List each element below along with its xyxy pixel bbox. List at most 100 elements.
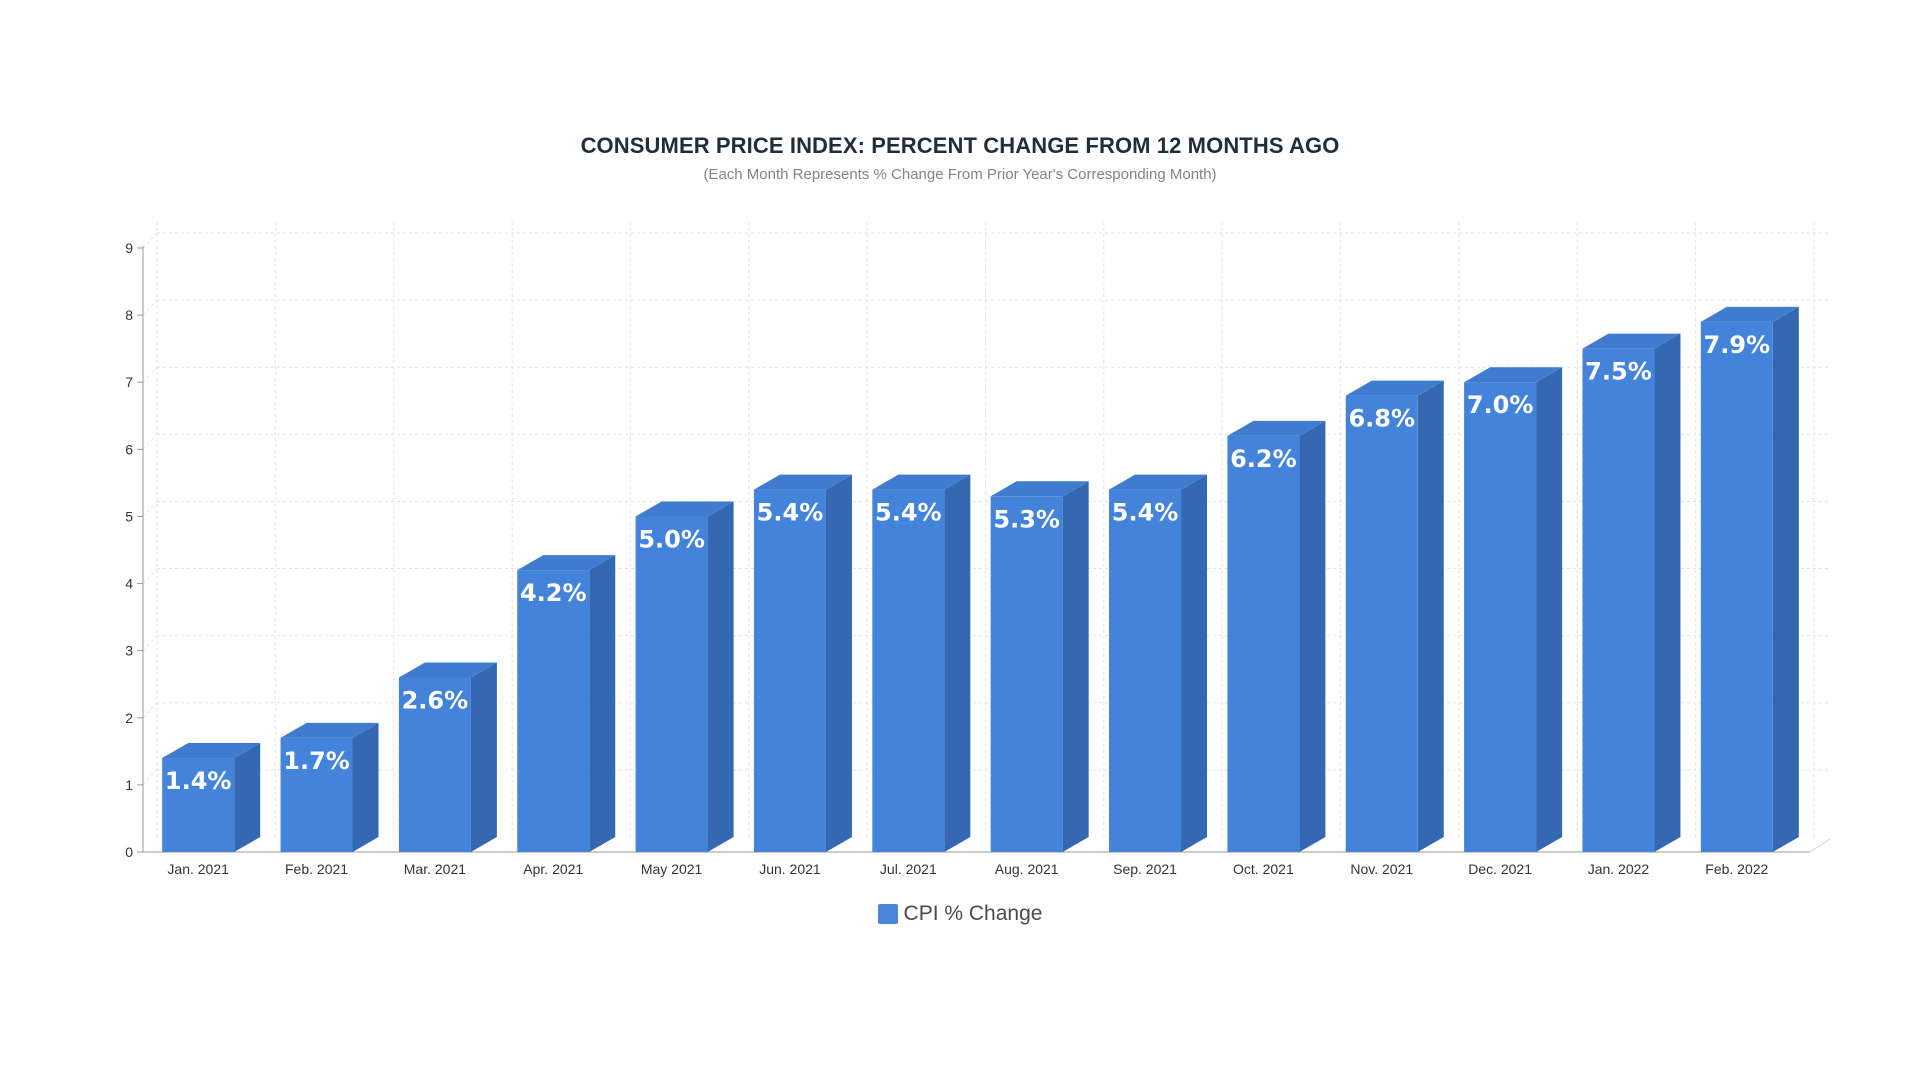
bar-13[interactable] xyxy=(1582,333,1681,853)
bar-side xyxy=(1417,380,1444,852)
bar-1[interactable] xyxy=(162,743,261,852)
bar-2[interactable] xyxy=(280,722,379,852)
bar-side xyxy=(1299,420,1326,852)
data-label: 5.0% xyxy=(638,525,705,553)
bar-side xyxy=(589,555,616,852)
y-tick-label: 9 xyxy=(125,240,133,256)
data-labels: 1.4% 1.7% 2.6% 4.2% 5.0% 5.4% 5.4% 5.3% 5.4% 6.2%… xyxy=(165,331,1770,795)
bar-front xyxy=(990,496,1063,852)
x-tick-label: Sep. 2021 xyxy=(1113,861,1177,877)
y-tick-label: 1 xyxy=(125,777,133,793)
bar-top xyxy=(1109,474,1208,490)
bar-top xyxy=(1700,306,1799,322)
bar-side xyxy=(1772,306,1799,852)
grid xyxy=(142,221,1830,837)
legend-label: CPI % Change xyxy=(903,902,1043,925)
x-tick-label: May 2021 xyxy=(641,861,703,877)
x-axis-depth xyxy=(1809,838,1831,853)
y-tick-label: 4 xyxy=(125,576,133,592)
bar-9[interactable] xyxy=(1109,474,1208,852)
x-tick-label: Mar. 2021 xyxy=(404,861,466,877)
bar-top xyxy=(990,481,1089,497)
x-tick-label: Apr. 2021 xyxy=(523,861,583,877)
bars xyxy=(162,306,1799,853)
bar-front xyxy=(1109,489,1182,852)
data-label: 2.6% xyxy=(402,687,469,715)
data-label: 1.4% xyxy=(165,767,232,795)
data-label: 5.3% xyxy=(993,505,1060,533)
x-tick-label: Feb. 2022 xyxy=(1705,861,1768,877)
x-tick-label: Feb. 2021 xyxy=(285,861,348,877)
bar-top xyxy=(517,555,616,571)
bar-8[interactable] xyxy=(990,481,1089,852)
bar-12[interactable] xyxy=(1464,367,1563,852)
bar-front xyxy=(1700,321,1773,852)
bar-11[interactable] xyxy=(1345,380,1444,852)
bar-top xyxy=(398,662,497,678)
bar-10[interactable] xyxy=(1227,420,1326,852)
bar-front xyxy=(1464,382,1537,852)
x-tick-label: Aug. 2021 xyxy=(995,861,1059,877)
bar-side xyxy=(352,722,379,852)
legend[interactable]: CPI % Change xyxy=(0,902,1920,926)
bar-front xyxy=(398,677,471,852)
bar-7[interactable] xyxy=(872,474,971,852)
y-tick-label: 2 xyxy=(125,710,133,726)
data-label: 6.2% xyxy=(1230,445,1297,473)
y-tick-label: 3 xyxy=(125,643,133,659)
data-label: 5.4% xyxy=(1112,499,1179,527)
bar-front xyxy=(1227,435,1300,852)
gridline-h-depth xyxy=(142,635,158,652)
bar-top xyxy=(1345,380,1444,396)
data-label: 6.8% xyxy=(1348,405,1415,433)
bar-14[interactable] xyxy=(1700,306,1799,852)
y-tick-label: 6 xyxy=(125,441,133,457)
bar-side xyxy=(707,501,734,852)
bar-front xyxy=(1582,348,1655,852)
bar-side xyxy=(1181,474,1208,852)
gridline-h-depth xyxy=(142,433,158,450)
bar-front xyxy=(872,489,945,852)
x-tick-label: Jun. 2021 xyxy=(759,861,821,877)
gridline-h-depth xyxy=(142,702,158,719)
bar-4[interactable] xyxy=(517,555,616,852)
data-label: 1.7% xyxy=(283,747,350,775)
data-label: 7.5% xyxy=(1585,358,1652,386)
data-label: 7.9% xyxy=(1704,331,1771,359)
x-tick-label: Nov. 2021 xyxy=(1350,861,1413,877)
bar-5[interactable] xyxy=(635,501,734,852)
bar-top xyxy=(635,501,734,517)
y-tick-label: 7 xyxy=(125,374,133,390)
data-label: 7.0% xyxy=(1467,391,1534,419)
data-label: 5.4% xyxy=(757,499,824,527)
bar-front xyxy=(280,737,353,852)
bar-top xyxy=(162,743,261,759)
bar-front xyxy=(635,516,708,852)
bar-side xyxy=(234,743,261,852)
bar-front xyxy=(1345,395,1418,852)
bar-side xyxy=(825,474,852,852)
bar-3[interactable] xyxy=(398,662,497,852)
legend-swatch xyxy=(877,904,898,924)
bar-top xyxy=(753,474,852,490)
gridline-h-depth xyxy=(142,769,158,786)
x-tick-label: Dec. 2021 xyxy=(1468,861,1532,877)
gridline-h-depth xyxy=(142,232,158,249)
chart-title: CONSUMER PRICE INDEX: PERCENT CHANGE FRO… xyxy=(580,133,1340,158)
bar-top xyxy=(1227,420,1326,436)
bar-side xyxy=(1654,333,1681,853)
data-label: 4.2% xyxy=(520,579,587,607)
bar-side xyxy=(1536,367,1563,852)
y-tick-label: 8 xyxy=(125,307,133,323)
bar-6[interactable] xyxy=(753,474,852,852)
bar-top xyxy=(1464,367,1563,383)
data-label: 5.4% xyxy=(875,499,942,527)
y-tick-label: 5 xyxy=(125,508,133,524)
gridline-h-depth xyxy=(142,299,158,316)
bar-top xyxy=(1582,333,1681,349)
bar-top xyxy=(280,722,379,738)
x-tick-label: Jul. 2021 xyxy=(880,861,937,877)
y-tick-label: 0 xyxy=(125,844,133,860)
axes: 0 1 2 3 4 5 6 7 8 9 Jan. 2021 Feb. 2021 Mar. 2021 Apr… xyxy=(125,240,1831,877)
